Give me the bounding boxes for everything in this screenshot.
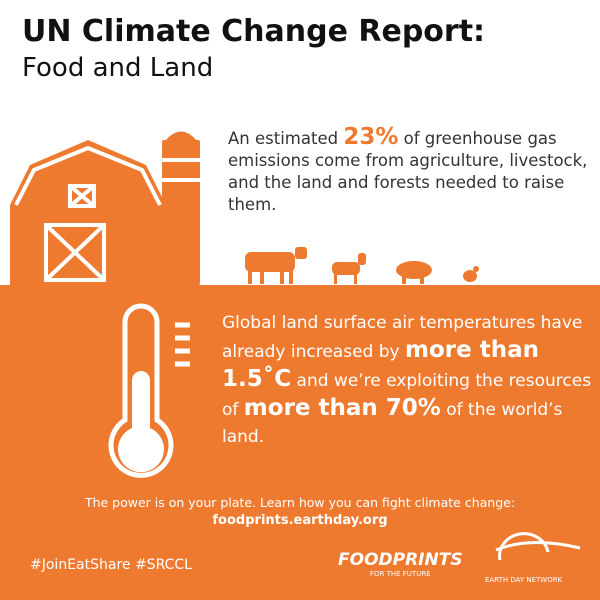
highlight: more than 70%: [243, 395, 441, 421]
barn: [10, 131, 200, 285]
earth-day-logo: EARTH DAY NETWORK: [485, 576, 563, 584]
animals: [245, 247, 479, 284]
hashtags: #JoinEatShare #SRCCL: [30, 557, 192, 573]
text: Global land surface air temperatures hav…: [222, 313, 583, 362]
title: UN Climate Change Report: Food and Land: [22, 14, 485, 86]
thermometer: [108, 303, 190, 478]
barn-lines: [14, 145, 200, 282]
fact-agriculture: An estimated 23% of greenhouse gas emiss…: [228, 126, 593, 216]
text: of the world’s land.: [222, 400, 563, 447]
highlight: more than 1.5˚C: [222, 337, 539, 392]
earth-day-mark: [495, 532, 581, 561]
text: and we’re exploiting the resources of: [222, 371, 592, 420]
text: of greenhouse gas emissions come from ag…: [228, 129, 588, 214]
logo-text: FOODPRINTS: [338, 550, 463, 570]
title-line1: UN Climate Change Report:: [22, 14, 486, 49]
text: An estimated: [228, 129, 339, 148]
footer-message: The power is on your plate. Learn how yo…: [0, 494, 600, 530]
foodprints-logo: FOODPRINTS FOR THE FUTURE: [338, 550, 463, 578]
highlight: 23%: [343, 124, 399, 150]
logo-tagline: FOR THE FUTURE: [369, 570, 431, 578]
url[interactable]: foodprints.earthday.org: [212, 513, 388, 528]
thermometer-fill: [118, 371, 165, 473]
fact-temperature: Global land surface air temperatures hav…: [222, 310, 597, 451]
title-line2: Food and Land: [22, 53, 214, 83]
message: The power is on your plate. Learn how yo…: [84, 495, 516, 510]
